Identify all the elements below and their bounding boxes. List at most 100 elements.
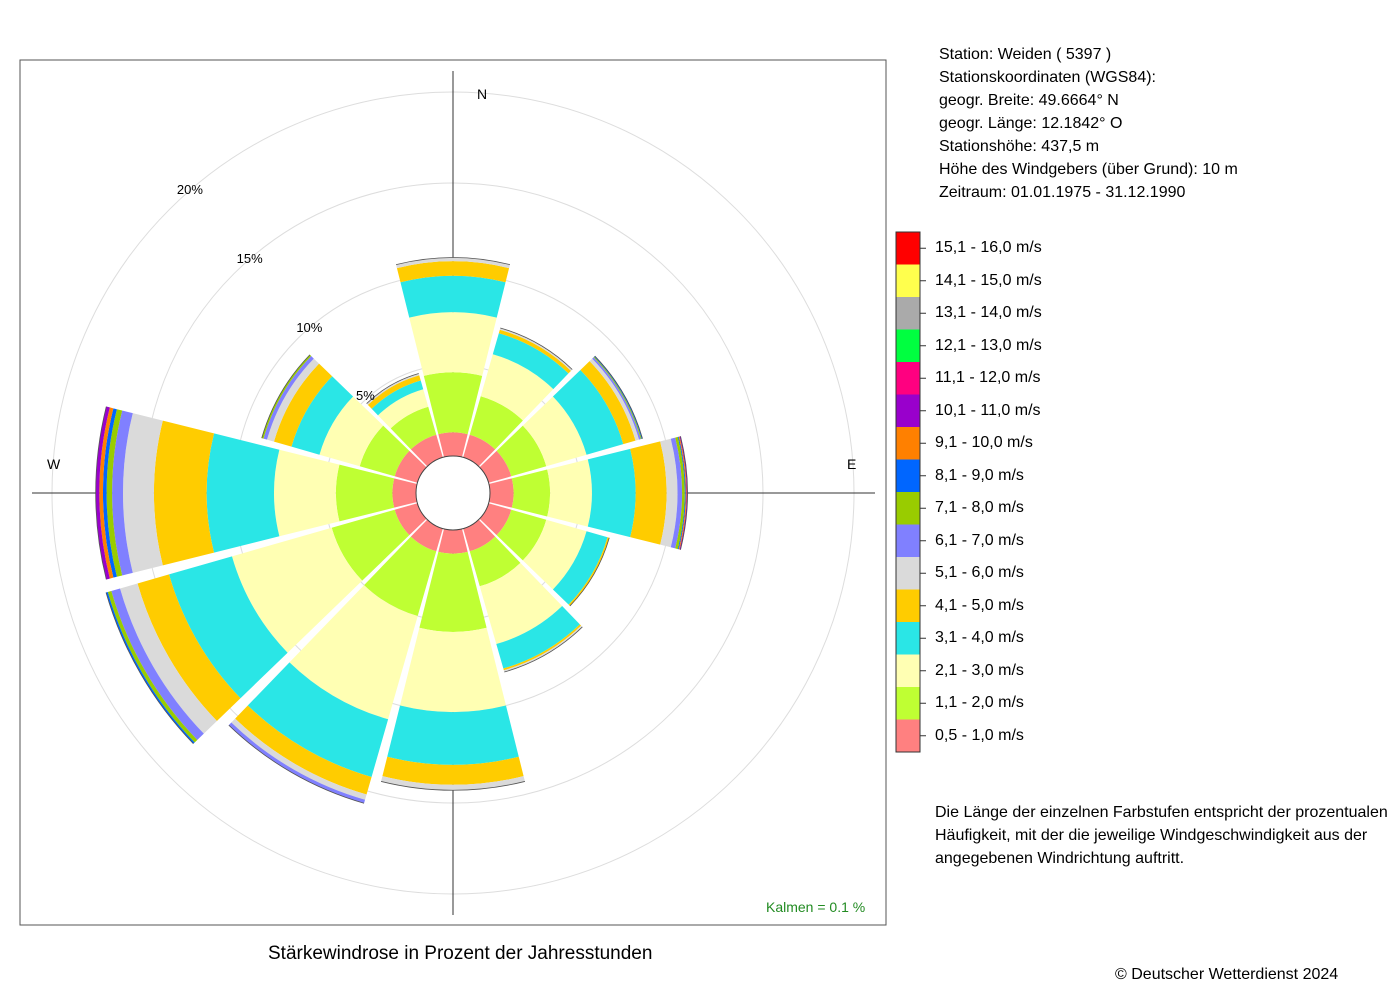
legend-swatch (896, 297, 920, 330)
ring-label-5: 5% (356, 388, 375, 404)
legend-label: 15,1 - 16,0 m/s (935, 239, 1042, 257)
sector-sw-class-6 (120, 583, 217, 734)
legend-swatch (896, 557, 920, 590)
station-name: Station: Weiden ( 5397 ) (939, 46, 1112, 63)
sector-outer-edge (395, 257, 511, 266)
sector-outer-edge (95, 406, 107, 580)
sector-e-class-2 (511, 469, 551, 517)
sector-ne-e-class-5 (580, 361, 636, 445)
legend-label: 0,5 - 1,0 m/s (935, 726, 1024, 744)
sector-w-sw-class-2 (335, 464, 395, 522)
sector-s-se-class-4 (496, 606, 580, 669)
station-elevation: Stationshöhe: 437,5 m (939, 138, 1100, 155)
legend-label: 1,1 - 2,0 m/s (935, 694, 1024, 712)
sector-n-class-6 (396, 257, 510, 269)
note-line: Häufigkeit, mit der die jeweilige Windge… (935, 827, 1368, 844)
sector-s-sw-class-5 (235, 705, 372, 795)
note-line: angegebenen Windrichtung auftritt. (935, 850, 1185, 867)
note-line: Die Länge der einzelnen Farbstufen entsp… (935, 804, 1388, 821)
sector-e-class-3 (547, 459, 592, 527)
sector-w-class-5 (273, 363, 333, 447)
sector-s-class-5 (382, 756, 524, 785)
legend-label: 10,1 - 11,0 m/s (935, 401, 1041, 419)
compass-label-w: W (47, 456, 61, 472)
legend-label: 4,1 - 5,0 m/s (935, 596, 1024, 614)
legend-label: 13,1 - 14,0 m/s (935, 304, 1042, 322)
anemometer-height: Höhe des Windgebers (über Grund): 10 m (939, 161, 1238, 178)
sector-w-sw-class-11 (95, 406, 110, 580)
sector-n-class-4 (400, 275, 506, 318)
sector-nw-class-2 (390, 406, 437, 450)
sector-sw-class-7 (111, 588, 204, 740)
legend-frame (895, 231, 921, 753)
ring-label-20: 20% (176, 182, 203, 198)
legend-swatch (896, 492, 920, 525)
sector-w-class-1 (394, 450, 427, 483)
sector-w-sw-class-8 (106, 409, 123, 577)
wind-sectors (95, 257, 688, 804)
legend-swatch (896, 362, 920, 395)
legend-swatch (896, 589, 920, 622)
legend-label: 5,1 - 6,0 m/s (935, 564, 1024, 582)
sector-ne-e-class-1 (479, 450, 512, 483)
sector-n-class-5 (396, 261, 510, 283)
sector-ne-class-5 (498, 329, 571, 374)
sector-nw-class-5 (367, 375, 421, 409)
legend-swatch (896, 329, 920, 362)
time-period: Zeitraum: 01.01.1975 - 31.12.1990 (939, 184, 1186, 201)
sector-s-class-4 (387, 705, 519, 765)
sector-s-se-class-1 (463, 519, 496, 552)
sector-sw-class-4 (169, 556, 288, 699)
sector-ne-e-class-2 (496, 425, 547, 477)
sector-ne-class-1 (463, 434, 496, 467)
sector-s-se-class-2 (469, 536, 521, 587)
sector-e-class-5 (630, 441, 667, 545)
sector-outer-edge (680, 436, 688, 550)
legend-swatch (896, 232, 920, 265)
sector-sw-class-2 (331, 509, 410, 581)
sector-outer-edge (380, 781, 526, 791)
calm-percentage: Kalmen = 0.1 % (766, 899, 866, 915)
sector-w-class-2 (359, 425, 410, 477)
sector-w-class-4 (291, 376, 354, 455)
sector-s-class-3 (400, 627, 506, 713)
sector-outer-edge (504, 626, 583, 673)
sector-w-sw-class-6 (122, 413, 163, 573)
sector-outer-edge (105, 592, 194, 745)
sector-outer-edge (261, 354, 311, 439)
sector-s-se-class-3 (479, 562, 563, 645)
sector-e-class-10 (678, 436, 687, 550)
sector-ne-class-3 (480, 354, 554, 421)
legend-label: 9,1 - 10,0 m/s (935, 434, 1033, 452)
sector-w-sw-class-9 (102, 408, 117, 578)
sector-nw-class-1 (410, 434, 443, 467)
legend-label: 6,1 - 7,0 m/s (935, 531, 1024, 549)
sector-w-sw-class-10 (99, 407, 114, 579)
sector-e-class-6 (660, 438, 678, 548)
sector-ne-class-4 (492, 333, 569, 390)
sector-s-sw-class-3 (289, 585, 418, 720)
compass-label-n: N (477, 86, 488, 102)
compass-label-e: E (847, 456, 857, 472)
sector-nw-class-3 (377, 389, 429, 429)
sector-s-sw-class-6 (231, 718, 367, 800)
sector-s-class-1 (438, 528, 468, 554)
station-coordinates-heading: Stationskoordinaten (WGS84): (939, 69, 1156, 86)
sector-e-class-9 (677, 436, 686, 550)
legend-label: 3,1 - 4,0 m/s (935, 629, 1024, 647)
sector-ne-e-class-4 (552, 369, 624, 455)
calm-center-circle (415, 455, 491, 531)
sector-w-class-6 (266, 358, 320, 442)
station-longitude: geogr. Länge: 12.1842° O (939, 115, 1123, 132)
legend-swatch (896, 427, 920, 460)
sector-se-class-1 (479, 503, 512, 536)
sector-ne-e-class-6 (589, 358, 640, 441)
sector-s-sw-class-1 (410, 519, 443, 552)
sector-outer-edge (228, 724, 365, 804)
sector-se-class-3 (522, 519, 587, 590)
sector-s-class-2 (419, 551, 487, 632)
chart-caption: Stärkewindrose in Prozent der Jahresstun… (268, 943, 653, 964)
legend-swatch (896, 687, 920, 720)
sector-w-sw-class-5 (153, 420, 215, 566)
